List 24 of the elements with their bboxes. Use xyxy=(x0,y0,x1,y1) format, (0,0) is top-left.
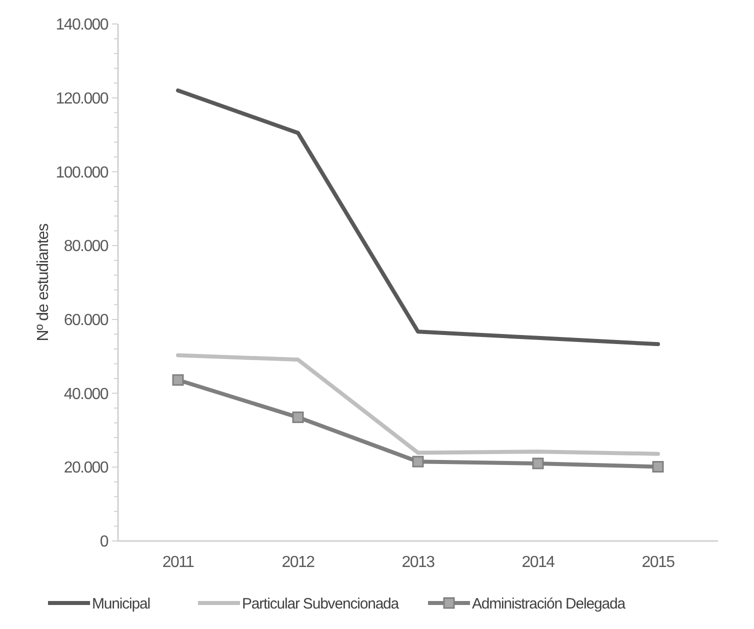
y-tick-label: 100.000 xyxy=(56,164,109,182)
y-tick-label: 120.000 xyxy=(56,90,109,108)
y-axis-title: Nº de estudiantes xyxy=(35,223,52,342)
point xyxy=(652,461,664,473)
y-tick-label: 20.000 xyxy=(64,460,109,477)
y-tick-label: 80.000 xyxy=(64,238,109,256)
legend-label: Administración Delegada xyxy=(472,595,626,612)
line-series xyxy=(176,88,660,346)
y-tick-label: 40.000 xyxy=(64,386,109,403)
x-tick-label: 2013 xyxy=(402,554,436,571)
x-tick-label: 2015 xyxy=(642,554,676,571)
x-tick-label: 2011 xyxy=(162,554,194,571)
point xyxy=(412,456,424,468)
point xyxy=(532,458,544,470)
x-tick-label: 2014 xyxy=(522,554,556,571)
legend-label: Particular Subvencionada xyxy=(242,595,400,612)
y-tick-label: 140.000 xyxy=(56,16,109,34)
y-tick-label: 60.000 xyxy=(64,312,109,330)
y-tick-label: 0 xyxy=(100,534,109,551)
legend-label: Municipal xyxy=(92,595,150,612)
point xyxy=(292,412,304,424)
point xyxy=(172,374,184,386)
x-tick-label: 2012 xyxy=(282,554,316,571)
line-series xyxy=(176,353,660,456)
